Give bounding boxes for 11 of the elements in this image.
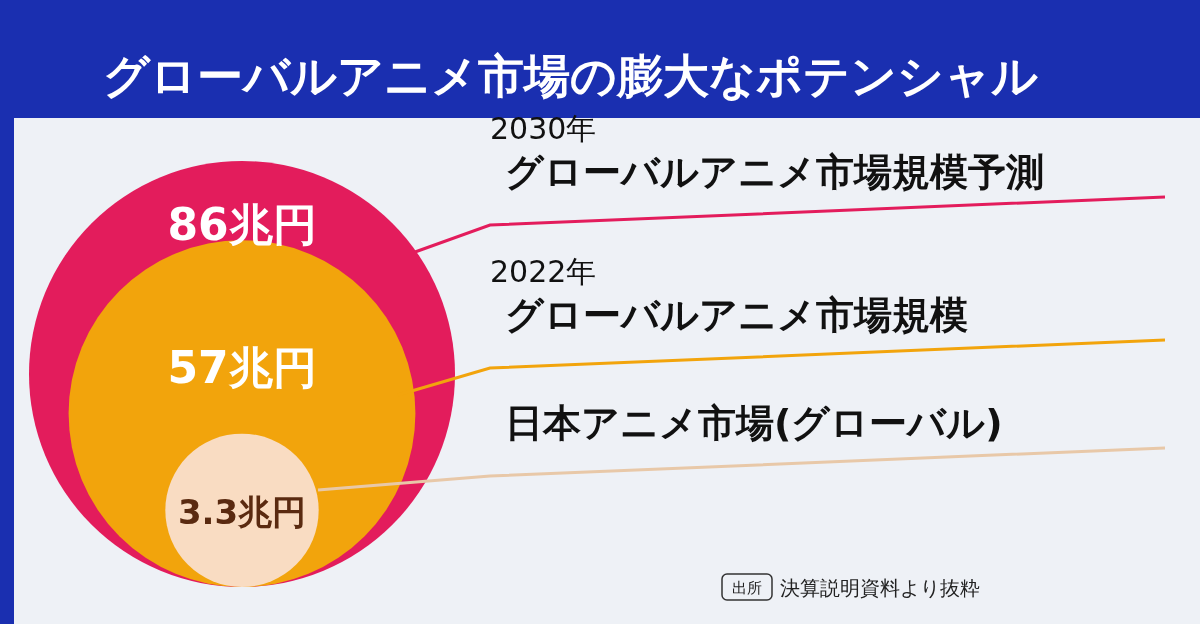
data-label: 3.3兆円 — [177, 492, 307, 533]
data-label: 86兆円 — [167, 199, 317, 250]
category-label: グローバルアニメ市場規模 — [505, 293, 968, 337]
data-label: 57兆円 — [167, 342, 317, 393]
text: 決算説明資料より抜粋 — [780, 576, 980, 600]
text: 2022年 — [490, 254, 597, 289]
text: グローバルアニメ市場の膨大なポテンシャル — [102, 49, 1038, 103]
category-label: 日本アニメ市場(グローバル) — [505, 401, 1003, 445]
text: 2030年 — [490, 111, 597, 146]
category-label: グローバルアニメ市場規模予測 — [505, 150, 1044, 194]
text: 出所 — [732, 579, 762, 597]
